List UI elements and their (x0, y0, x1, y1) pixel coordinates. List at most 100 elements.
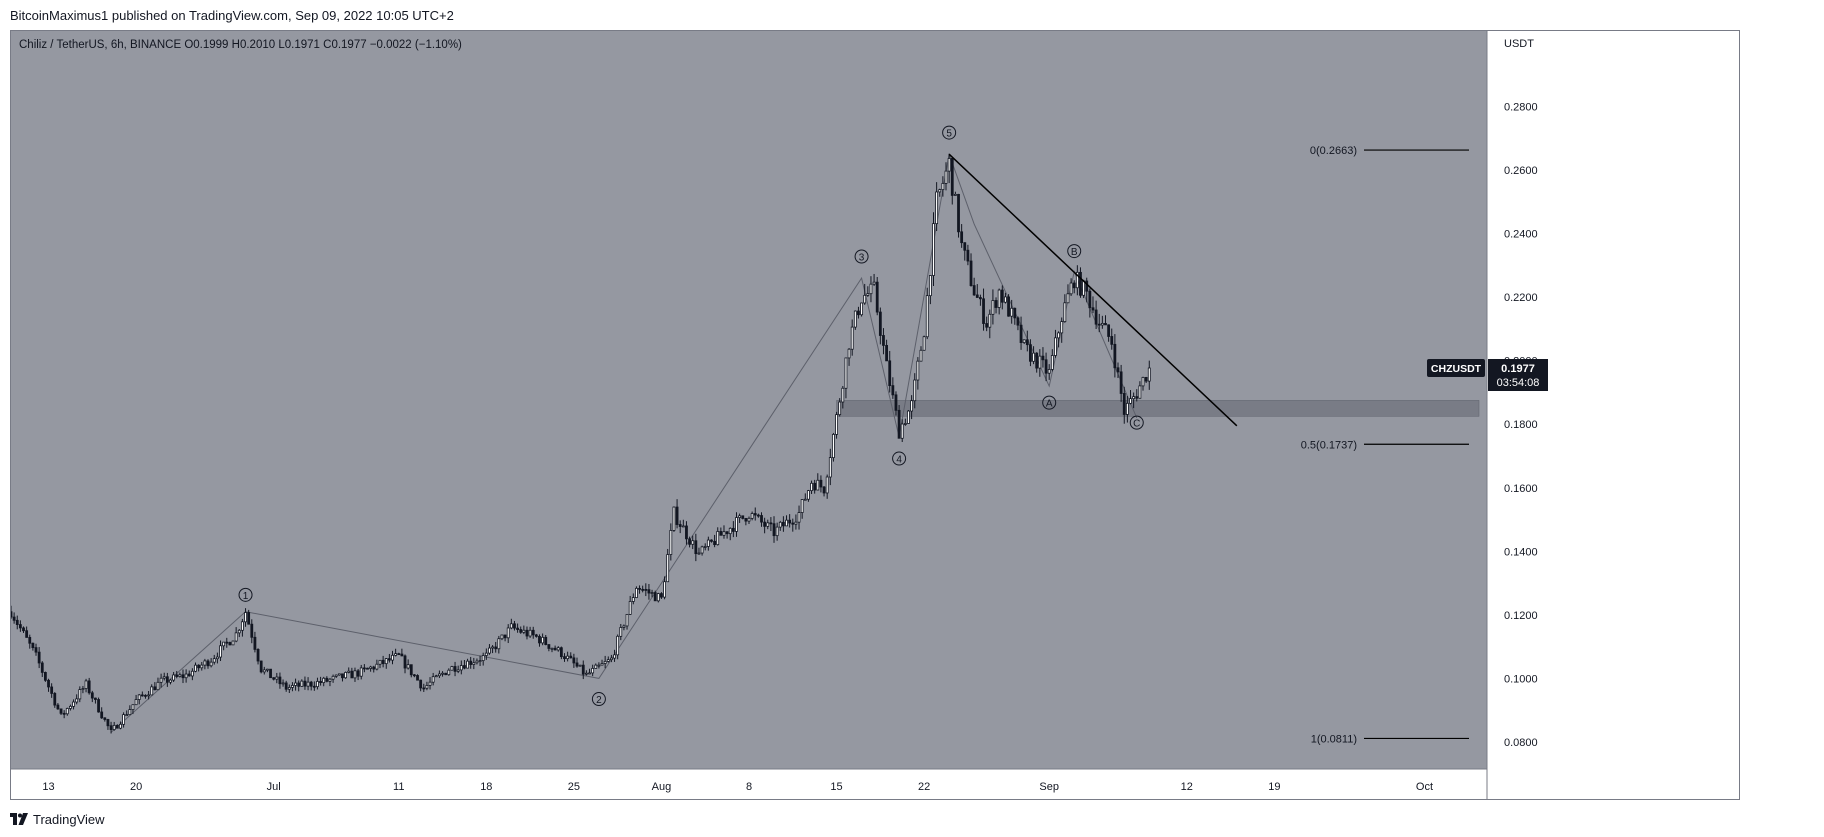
time-tick-label: 15 (830, 781, 842, 793)
candle-body (112, 724, 116, 730)
candle-body (334, 674, 338, 677)
price-axis-panel[interactable] (1487, 31, 1739, 769)
candle-body (356, 670, 360, 677)
candle-body (15, 619, 19, 625)
fib-levels-layer[interactable]: 0(0.2663) 0.5(0.1737) 1(0.0811) (1301, 145, 1469, 745)
candle-body (1007, 296, 1010, 317)
candle-body (569, 655, 573, 659)
candle-body (1066, 293, 1070, 304)
candle-body (494, 646, 498, 650)
candle-body (775, 526, 779, 537)
candle-body (1132, 396, 1136, 400)
time-tick-label: 12 (1181, 781, 1193, 793)
candle-body (134, 699, 138, 706)
wave-label-4: 4 (896, 455, 902, 466)
candle-body (1082, 280, 1086, 296)
candle-body (475, 660, 479, 664)
candle-body (359, 667, 363, 677)
candle-body (450, 666, 454, 671)
candle-body (941, 182, 945, 191)
price-tick-label: 0.1400 (1504, 546, 1538, 558)
candle-body (106, 719, 110, 727)
candle-body (378, 659, 382, 665)
candle-body (900, 423, 904, 439)
candles-layer (11, 153, 1151, 734)
tradingview-logo-icon[interactable] (10, 813, 28, 825)
candle-body (194, 664, 197, 672)
candle-body (935, 191, 939, 225)
candle-body (56, 704, 60, 710)
candle-body (803, 498, 807, 501)
candle-body (244, 612, 247, 623)
candle-body (869, 283, 873, 295)
candle-body (619, 627, 623, 637)
candle-body (159, 677, 163, 683)
candle-body (434, 675, 438, 678)
candle-body (109, 725, 113, 730)
candle-body (963, 242, 967, 251)
candle-body (1141, 377, 1145, 387)
candle-body (600, 663, 604, 666)
symbol-legend[interactable]: Chiliz / TetherUS, 6h, BINANCE O0.1999 H… (19, 39, 462, 51)
candle-body (328, 678, 332, 682)
candle-body (519, 629, 523, 633)
candle-body (625, 613, 629, 627)
candle-body (18, 624, 22, 629)
candle-body (115, 724, 119, 729)
tradingview-brand-text[interactable]: TradingView (33, 811, 105, 827)
candle-body (250, 623, 254, 638)
price-tick-label: 0.2200 (1504, 292, 1538, 304)
candle-body (541, 636, 545, 644)
candle-body (447, 669, 451, 676)
wave-label-B: B (1071, 247, 1078, 258)
last-price-tag-bg (1488, 359, 1548, 392)
candle-body (559, 647, 563, 658)
descending-trendline[interactable] (948, 153, 1238, 427)
candle-body (272, 677, 276, 680)
candle-body (891, 385, 895, 396)
candle-body (816, 479, 820, 491)
wave-label-A: A (1046, 399, 1053, 410)
candle-body (653, 592, 657, 602)
candle-body (406, 664, 410, 669)
candle-body (628, 601, 632, 615)
candle-body (1050, 355, 1054, 370)
candle-body (857, 310, 860, 316)
trendline-layer[interactable] (948, 153, 1238, 427)
candle-body (710, 539, 713, 542)
candle-body (137, 694, 141, 700)
candle-body (556, 647, 560, 651)
candle-body (416, 675, 419, 681)
candle-body (979, 297, 982, 300)
wave-label-1: 1 (243, 591, 249, 602)
candle-body (172, 674, 176, 681)
candle-body (187, 673, 191, 677)
wave-label-circle-A (1042, 395, 1057, 410)
candle-body (675, 506, 679, 525)
candle-body (444, 672, 448, 676)
candle-body (203, 660, 207, 666)
candle-body (144, 694, 147, 697)
candle-body (669, 530, 673, 555)
candle-body (253, 636, 257, 650)
candle-body (156, 681, 160, 691)
candle-body (832, 434, 835, 459)
candle-body (259, 660, 263, 673)
candle-body (1147, 367, 1151, 382)
fib-level-label-2: 1(0.0811) (1311, 733, 1357, 745)
candle-body (597, 664, 601, 667)
candle-body (688, 538, 691, 545)
time-axis-panel[interactable] (11, 769, 1739, 799)
bar-countdown: 03:54:08 (1497, 377, 1540, 389)
candle-body (419, 679, 423, 689)
candle-body (412, 674, 416, 677)
wave-label-circle-2 (591, 692, 606, 707)
candle-body (1113, 343, 1117, 369)
candle-body (850, 326, 854, 350)
plot-area[interactable] (11, 31, 1487, 769)
candle-body (190, 670, 194, 677)
symbol-legend-text[interactable]: Chiliz / TetherUS, 6h, BINANCE O0.1999 H… (19, 39, 462, 51)
candle-body (165, 676, 169, 683)
